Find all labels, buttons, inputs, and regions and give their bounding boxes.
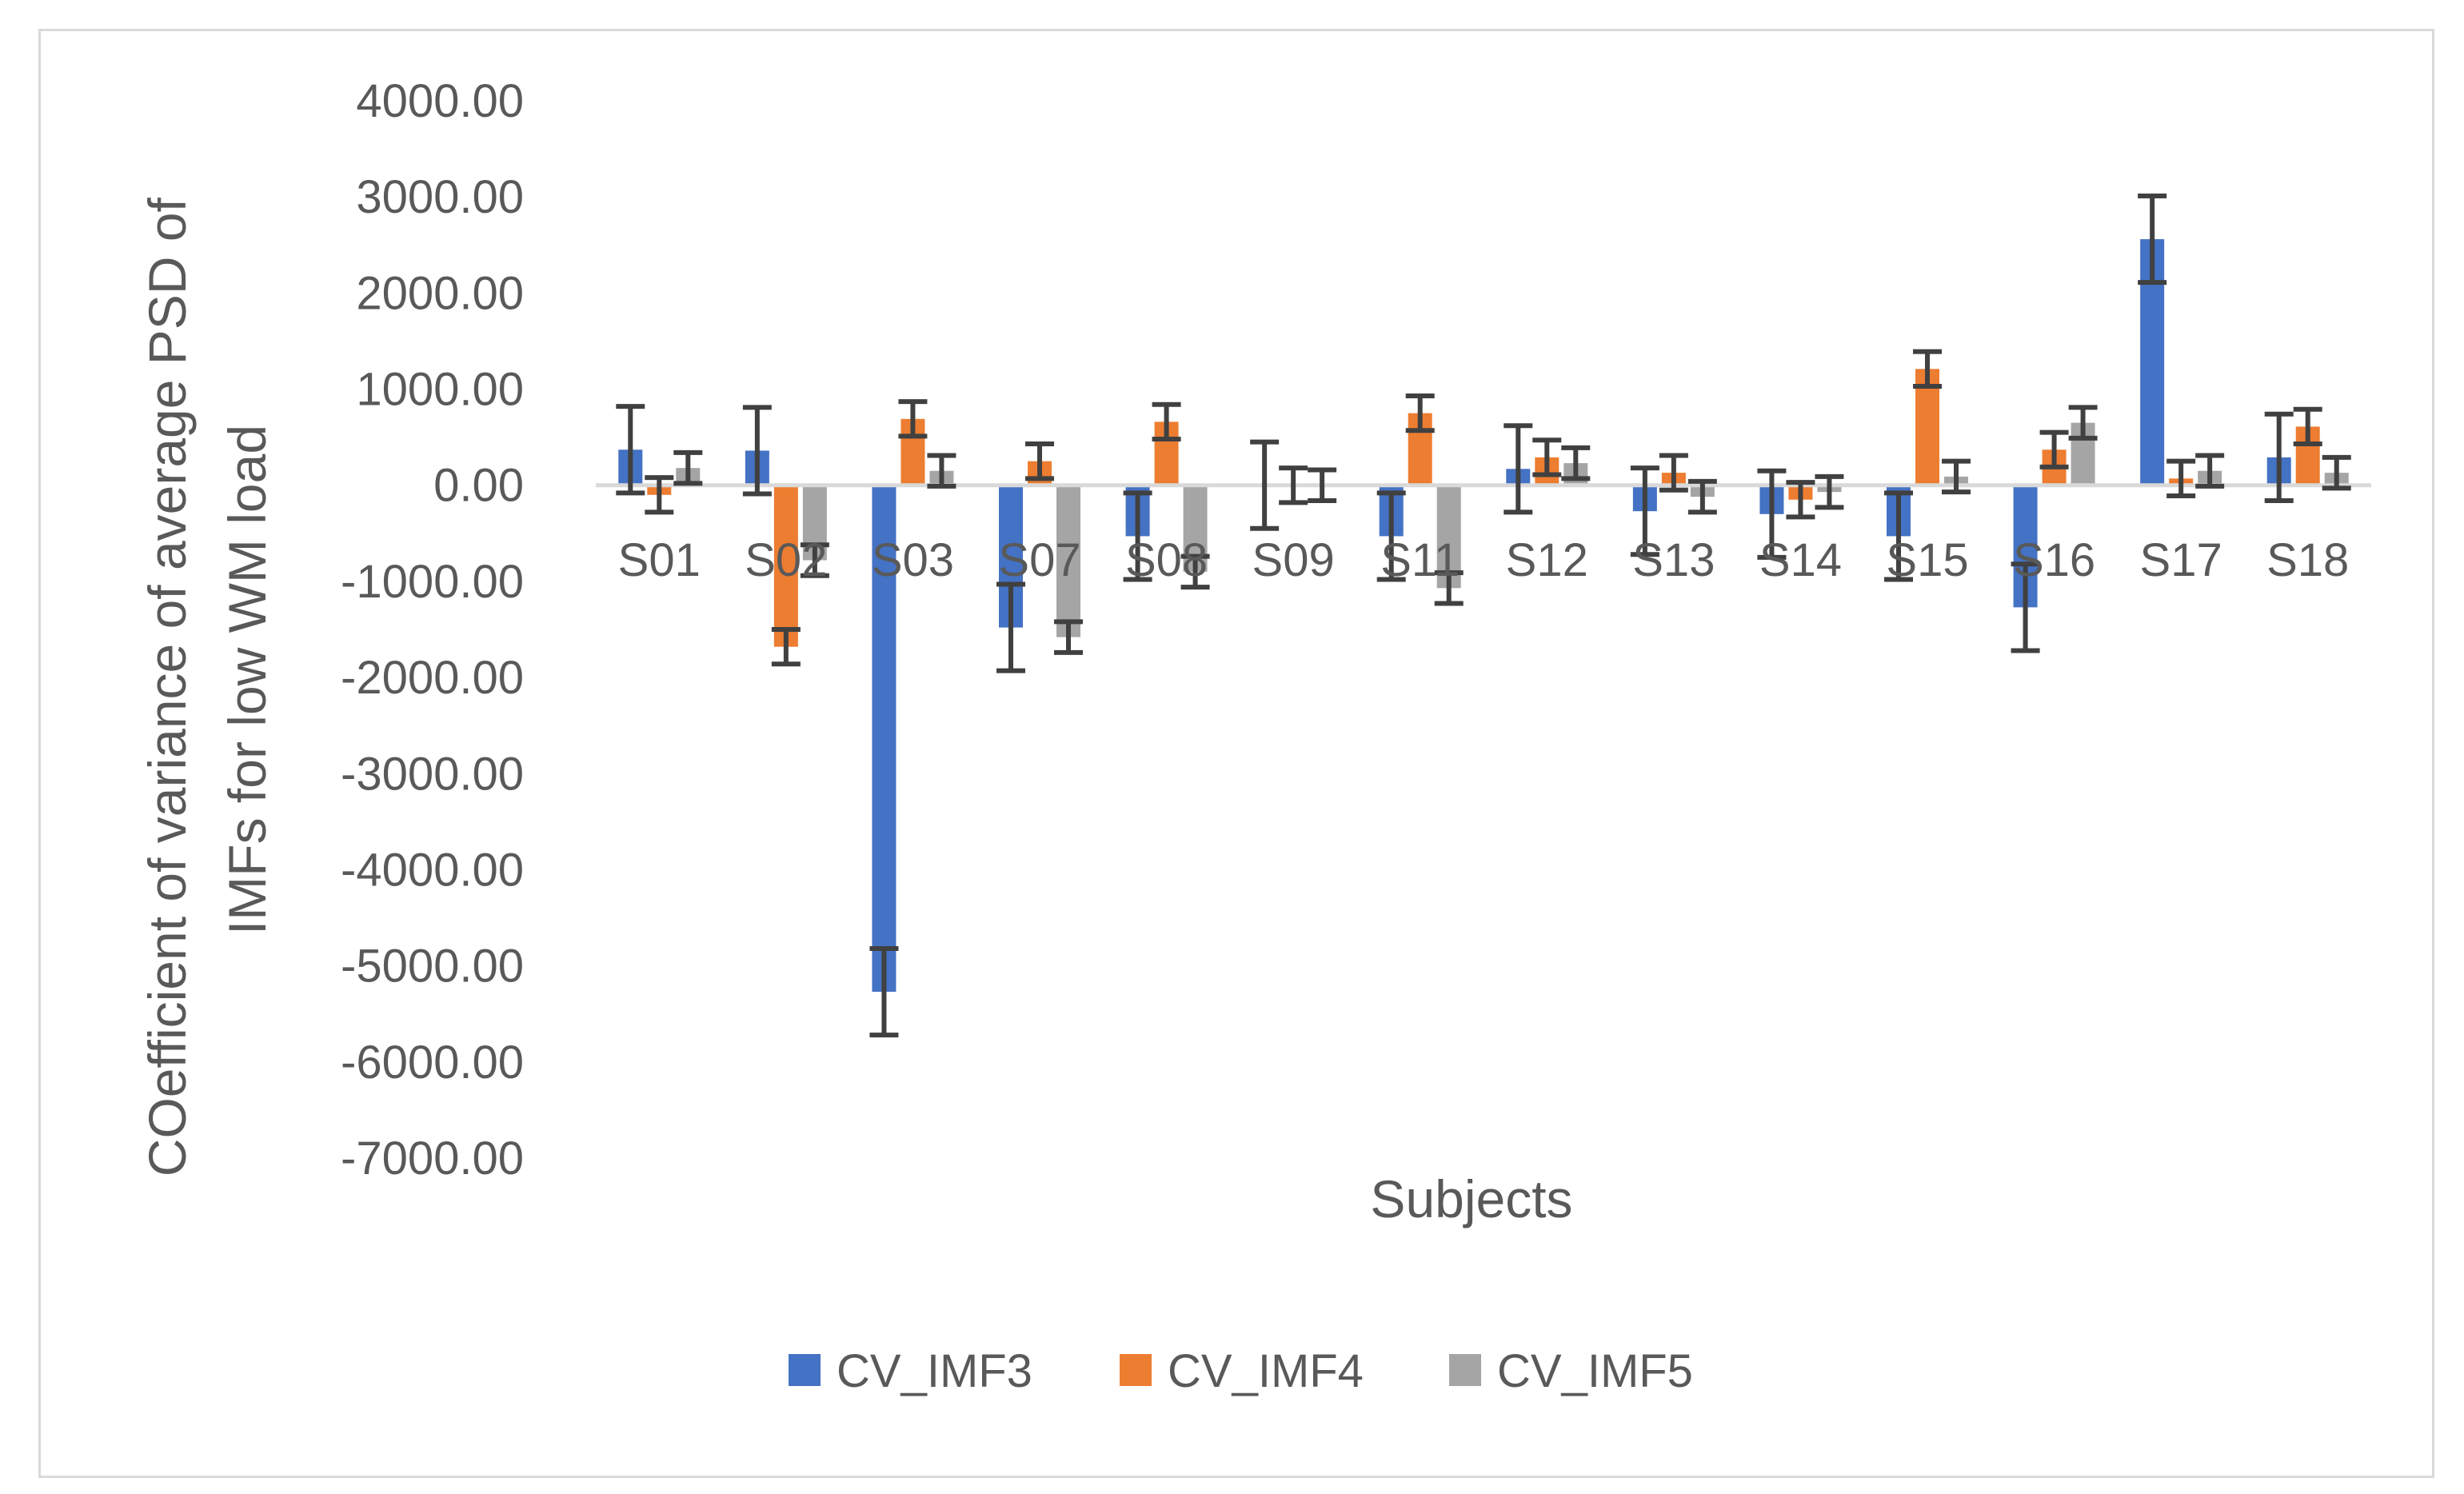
error-bar-cv-imf4-s17 (2166, 458, 2196, 498)
error-bar-cv-imf3-s18 (2264, 411, 2294, 503)
error-bar-cv-imf4-s18 (2293, 406, 2322, 447)
x-tick-label: S09 (1252, 534, 1335, 586)
error-bar-cv-imf5-s14 (1815, 473, 1844, 510)
error-bar-cv-imf5-s18 (2322, 454, 2351, 491)
x-tick-label: S15 (1886, 534, 1968, 586)
legend-item-cv-imf4: CV_IMF4 (1120, 1345, 1364, 1397)
y-tick-label: -6000.00 (341, 1037, 524, 1089)
legend-label: CV_IMF4 (1168, 1345, 1364, 1397)
error-bar-cv-imf3-s15 (1884, 490, 1913, 582)
y-tick-label: 4000.00 (356, 75, 524, 127)
error-bars (616, 193, 2351, 1038)
y-tick-label: 1000.00 (356, 364, 524, 416)
x-tick-label: S17 (2140, 534, 2222, 586)
bar-cv-imf4-s02 (773, 485, 798, 647)
bar-cv-imf3-s03 (872, 485, 897, 993)
error-bar-cv-imf3-s16 (2011, 561, 2040, 653)
x-tick-label: S11 (1380, 534, 1460, 586)
error-bar-cv-imf3-s08 (1123, 490, 1152, 582)
error-bar-cv-imf4-s12 (1532, 437, 1562, 477)
error-bar-cv-imf5-s03 (927, 453, 956, 489)
x-tick-label: S01 (618, 534, 701, 586)
error-bar-cv-imf5-s11 (1434, 570, 1464, 606)
bar-cv-imf5-s07 (1056, 485, 1080, 637)
error-bar-cv-imf4-s02 (771, 627, 801, 667)
y-tick-label: -7000.00 (341, 1132, 524, 1184)
legend-item-cv-imf5: CV_IMF5 (1449, 1345, 1693, 1397)
error-bar-cv-imf4-s13 (1659, 453, 1688, 493)
y-axis-title-line-2: IMFs for low WM load (218, 425, 277, 935)
y-tick-label: -3000.00 (341, 748, 524, 800)
x-tick-label: S08 (1125, 534, 1208, 586)
error-bar-cv-imf4-s09 (1279, 465, 1308, 505)
legend-swatch (1449, 1354, 1481, 1386)
legend-item-cv-imf3: CV_IMF3 (789, 1345, 1032, 1397)
error-bar-cv-imf5-s08 (1180, 553, 1210, 590)
category-labels: S01 S02 S03 S07 S08 S09 S11 S12 S13 S14 S15 S16 S17 S… (618, 534, 2350, 586)
x-tick-label: S12 (1506, 534, 1588, 586)
error-bar-cv-imf5-s16 (2068, 405, 2098, 441)
legend-swatch (789, 1354, 821, 1386)
y-tick-label: -5000.00 (341, 941, 524, 993)
x-tick-label: S13 (1632, 534, 1715, 586)
chart-area (38, 29, 2434, 1478)
y-tick-label: 3000.00 (356, 171, 524, 223)
error-bar-cv-imf3-s13 (1630, 465, 1659, 557)
error-bar-cv-imf5-s09 (1308, 467, 1337, 503)
x-axis-title: Subjects (1370, 1169, 1572, 1228)
error-bar-cv-imf5-s13 (1687, 478, 1717, 515)
y-tick-label: 2000.00 (356, 267, 524, 319)
x-tick-label: S07 (998, 534, 1080, 586)
error-bar-cv-imf5-s12 (1561, 445, 1591, 481)
error-bar-cv-imf3-s01 (616, 404, 645, 496)
error-bar-cv-imf5-s17 (2195, 453, 2225, 489)
error-bar-cv-imf3-s17 (2138, 193, 2167, 286)
bar-series (618, 239, 2349, 993)
y-tick-label: -1000.00 (341, 556, 524, 608)
error-bar-cv-imf4-s11 (1405, 393, 1435, 433)
error-bar-cv-imf4-s07 (1025, 441, 1054, 481)
legend-swatch (1120, 1354, 1152, 1386)
error-bar-cv-imf3-s03 (869, 946, 899, 1038)
error-bar-cv-imf4-s03 (898, 399, 928, 439)
error-bar-cv-imf4-s15 (1913, 349, 1942, 389)
y-axis-title: COefficient of variance of average PSD o… (138, 183, 277, 1176)
error-bar-cv-imf3-s02 (742, 405, 772, 497)
y-tick-label: -2000.00 (341, 652, 524, 704)
error-bar-cv-imf3-s14 (1757, 468, 1787, 560)
error-bar-cv-imf4-s14 (1786, 480, 1815, 520)
error-bar-cv-imf3-s09 (1250, 439, 1280, 531)
y-axis-title-line-1: COefficient of variance of average PSD o… (138, 197, 197, 1176)
legend-label: CV_IMF5 (1497, 1345, 1693, 1397)
error-bar-cv-imf4-s01 (645, 475, 674, 515)
x-tick-label: S03 (872, 534, 954, 586)
error-bar-cv-imf4-s16 (2039, 429, 2069, 469)
error-bar-cv-imf5-s02 (800, 542, 829, 578)
error-bar-cv-imf5-s07 (1054, 619, 1083, 655)
legend: CV_IMF3 CV_IMF4 CV_IMF5 (789, 1345, 1693, 1397)
x-tick-label: S14 (1759, 534, 1842, 586)
x-tick-label: S02 (745, 534, 827, 586)
y-axis-ticks: 4000.00 3000.00 2000.00 1000.00 0.00 -1000.00… (341, 75, 524, 1184)
error-bar-cv-imf5-s15 (1942, 458, 1971, 495)
legend-label: CV_IMF3 (837, 1345, 1032, 1397)
y-tick-label: -4000.00 (341, 844, 524, 896)
error-bar-cv-imf4-s08 (1152, 401, 1181, 442)
error-bar-cv-imf5-s01 (673, 449, 703, 486)
x-tick-label: S18 (2266, 534, 2349, 586)
error-bar-cv-imf3-s11 (1376, 490, 1406, 582)
error-bar-cv-imf3-s07 (996, 581, 1025, 673)
y-tick-label: 0.00 (433, 460, 524, 512)
error-bar-cv-imf3-s12 (1504, 423, 1533, 515)
x-tick-label: S16 (2013, 534, 2095, 586)
